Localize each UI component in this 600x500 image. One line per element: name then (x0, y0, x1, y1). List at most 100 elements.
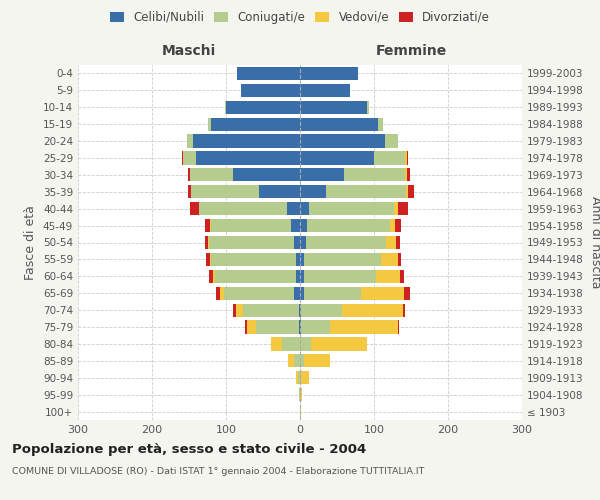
Bar (300, 354, 304, 368)
Bar (298, 371, 300, 384)
Bar (208, 118, 211, 131)
Bar (233, 304, 236, 316)
Bar (296, 270, 300, 283)
Bar (407, 168, 410, 181)
Bar (287, 202, 300, 215)
Bar (205, 236, 208, 249)
Bar (294, 286, 300, 300)
Bar (209, 236, 294, 249)
Bar (300, 202, 309, 215)
Bar (259, 185, 300, 198)
Bar (256, 320, 299, 334)
Bar (299, 304, 300, 316)
Bar (190, 168, 233, 181)
Bar (300, 338, 311, 350)
Bar (300, 67, 358, 80)
Bar (245, 320, 247, 334)
Bar (212, 270, 215, 283)
Bar (403, 304, 405, 316)
Bar (306, 236, 386, 249)
Bar (199, 202, 287, 215)
Bar (210, 253, 211, 266)
Bar (215, 270, 296, 283)
Bar (300, 84, 350, 97)
Bar (182, 152, 183, 164)
Bar (367, 100, 369, 114)
Bar (300, 134, 385, 147)
Bar (311, 338, 367, 350)
Bar (191, 185, 259, 198)
Bar (236, 304, 243, 316)
Bar (300, 286, 304, 300)
Bar (300, 270, 304, 283)
Bar (299, 320, 300, 334)
Bar (294, 354, 300, 368)
Bar (405, 168, 407, 181)
Bar (300, 405, 301, 418)
Bar (406, 185, 408, 198)
Bar (209, 270, 212, 283)
Bar (300, 388, 302, 401)
Bar (211, 118, 300, 131)
Bar (243, 304, 299, 316)
Bar (307, 219, 390, 232)
Bar (378, 118, 383, 131)
Bar (291, 219, 300, 232)
Text: Femmine: Femmine (376, 44, 446, 58)
Bar (220, 286, 224, 300)
Legend: Celibi/Nubili, Coniugati/e, Vedovi/e, Divorziati/e: Celibi/Nubili, Coniugati/e, Vedovi/e, Di… (110, 11, 490, 24)
Bar (247, 320, 256, 334)
Bar (304, 253, 382, 266)
Text: Maschi: Maschi (162, 44, 216, 58)
Bar (300, 253, 304, 266)
Bar (271, 338, 281, 350)
Bar (400, 270, 404, 283)
Bar (394, 202, 398, 215)
Bar (300, 320, 301, 334)
Bar (398, 320, 399, 334)
Bar (326, 185, 406, 198)
Bar (296, 253, 300, 266)
Bar (300, 185, 326, 198)
Bar (390, 219, 395, 232)
Bar (205, 219, 211, 232)
Bar (206, 253, 210, 266)
Bar (304, 354, 329, 368)
Bar (407, 152, 408, 164)
Bar (233, 168, 300, 181)
Bar (211, 219, 291, 232)
Bar (304, 270, 376, 283)
Bar (281, 338, 300, 350)
Bar (398, 202, 408, 215)
Bar (329, 320, 398, 334)
Bar (190, 202, 199, 215)
Bar (395, 219, 401, 232)
Bar (294, 236, 300, 249)
Bar (296, 371, 298, 384)
Bar (217, 286, 220, 300)
Bar (224, 100, 226, 114)
Bar (299, 388, 300, 401)
Bar (301, 304, 342, 316)
Text: Popolazione per età, sesso e stato civile - 2004: Popolazione per età, sesso e stato civil… (12, 442, 366, 456)
Bar (226, 100, 300, 114)
Bar (344, 168, 405, 181)
Bar (398, 253, 401, 266)
Bar (188, 185, 191, 198)
Bar (300, 118, 378, 131)
Bar (188, 168, 190, 181)
Bar (300, 152, 374, 164)
Bar (396, 236, 400, 249)
Bar (301, 371, 309, 384)
Bar (408, 185, 414, 198)
Bar (196, 152, 300, 164)
Bar (300, 168, 344, 181)
Bar (300, 304, 301, 316)
Bar (183, 152, 196, 164)
Bar (300, 371, 301, 384)
Bar (404, 286, 410, 300)
Bar (382, 253, 398, 266)
Bar (241, 84, 300, 97)
Bar (187, 134, 193, 147)
Bar (405, 152, 407, 164)
